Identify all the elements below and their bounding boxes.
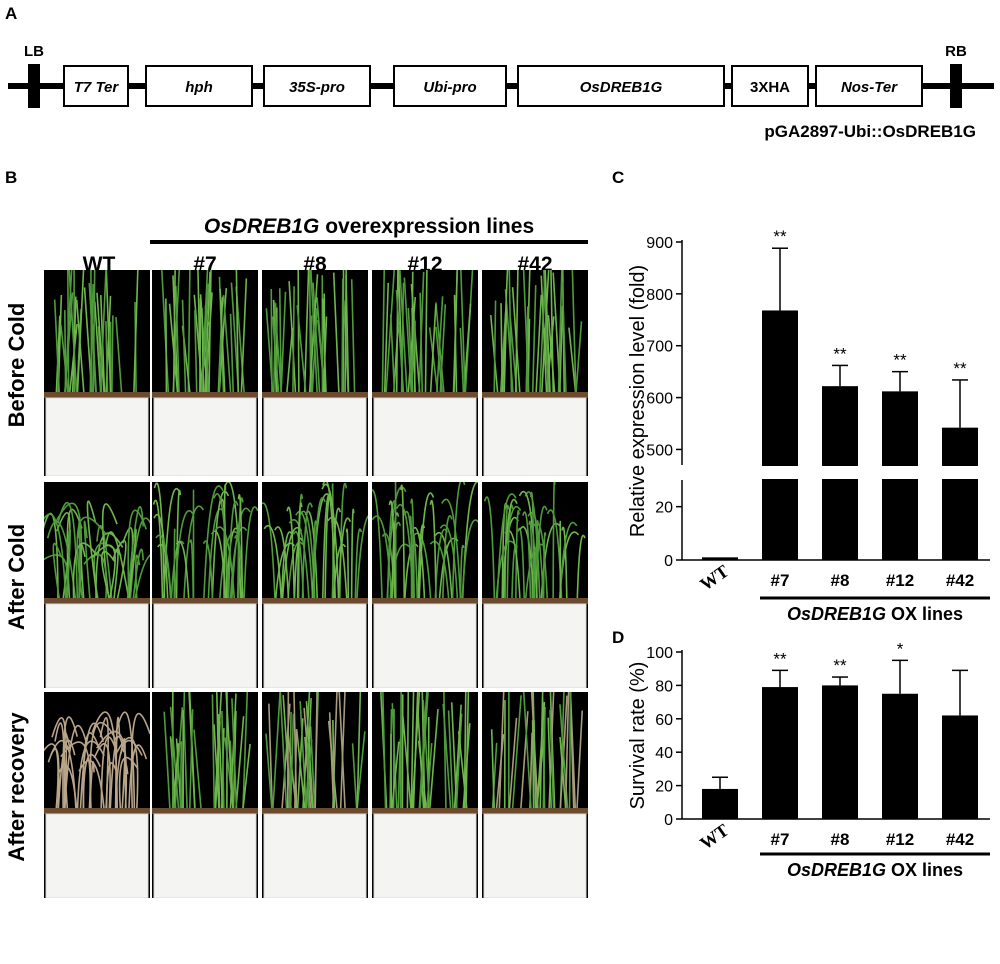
group-title-text: overexpression lines [319, 215, 535, 238]
tick-label-12: #12 [886, 830, 914, 849]
panel-label-c: C [612, 168, 625, 187]
expression-chart: Relative expression level (fold)500 600 70… [627, 227, 1000, 624]
construct-box-3xha [731, 65, 809, 107]
bar-WT [702, 557, 738, 560]
construct-label-t7-ter: T7 Ter [74, 79, 120, 96]
construct-box-35s-pro [263, 65, 371, 107]
lb-border-block [28, 64, 40, 108]
plant-photo-after-recovery-8 [262, 692, 368, 898]
significance-12: * [897, 639, 904, 658]
ytick-label-d-0: 0 [664, 812, 673, 829]
bar-42 [942, 715, 978, 819]
lb-label: LB [24, 43, 44, 60]
plant-photo-before-cold-wt [44, 270, 150, 476]
group-underline [150, 240, 588, 244]
panel-label-d: D [612, 628, 625, 647]
construct-label-nos-ter: Nos-Ter [841, 79, 898, 96]
panel-label-b: B [5, 168, 18, 187]
c-axis-break-gap [683, 466, 1000, 479]
group-title-gene: OsDREB1G [203, 215, 320, 238]
row-head-after-recovery: After recovery [4, 712, 29, 862]
ytick-label-c-20: 20 [655, 500, 673, 517]
tick-label-WT: WT [696, 820, 732, 854]
ytick-label-c-700: 700 [646, 339, 673, 356]
tick-label-42: #42 [946, 830, 974, 849]
ytick-label-c-800: 800 [646, 287, 673, 304]
construct-box-ubi-pro [393, 65, 507, 107]
bar-7 [762, 687, 798, 819]
tick-label-WT: WT [696, 561, 732, 595]
ytick-label-c-900: 900 [646, 235, 673, 252]
d-y-axis-label: Survival rate (%) [627, 662, 649, 810]
tick-label-7: #7 [771, 571, 790, 590]
bar-12 [882, 693, 918, 819]
plant-photo-before-cold-42 [482, 270, 588, 476]
plant-photo-after-cold-wt [44, 482, 150, 688]
tick-label-8: #8 [831, 830, 850, 849]
ytick-label-d-80: 80 [655, 678, 673, 695]
bar-42 [942, 427, 978, 560]
rb-label: RB [945, 43, 967, 60]
plant-photo-before-cold-7 [152, 270, 258, 476]
significance-8: ** [833, 656, 847, 675]
construct-box-osdreb1g [517, 65, 725, 107]
plant-photo-after-recovery-7 [152, 692, 258, 898]
plant-photo-after-cold-42 [482, 482, 588, 688]
plant-photo-before-cold-12 [372, 270, 478, 476]
tick-label-8: #8 [831, 571, 850, 590]
significance-7: ** [773, 227, 787, 246]
significance-8: ** [833, 344, 847, 363]
construct-box-nos-ter [815, 65, 923, 107]
plant-photo-after-cold-7 [152, 482, 258, 688]
bar-8 [822, 685, 858, 819]
significance-7: ** [773, 649, 787, 668]
ytick-label-d-20: 20 [655, 779, 673, 796]
significance-12: ** [893, 351, 907, 370]
ytick-label-c-500: 500 [646, 442, 673, 459]
construct-label-ubi-pro: Ubi-pro [423, 79, 476, 96]
ytick-label-d-60: 60 [655, 712, 673, 729]
survival-chart: Survival rate (%) 0 20 40 60 80 100 WT ** #7 ** #8 *… [627, 639, 990, 880]
construct-label-osdreb1g: OsDREB1G [580, 79, 663, 96]
vector-name: pGA2897-Ubi::OsDREB1G [764, 122, 976, 141]
significance-42: ** [953, 359, 967, 378]
construct-box-t7-ter [63, 65, 129, 107]
tick-label-12: #12 [886, 571, 914, 590]
ytick-label-d-40: 40 [655, 745, 673, 762]
plant-photo-after-recovery-wt [44, 692, 150, 898]
rb-border-block [950, 64, 962, 108]
plant-photo-after-cold-12 [372, 482, 478, 688]
plant-photo-after-cold-8 [262, 482, 368, 688]
plant-photo-after-recovery-12 [372, 692, 478, 898]
row-head-after-cold: After Cold [4, 523, 29, 631]
construct-label-3xha: 3XHA [750, 79, 790, 96]
photo-panel: OsDREB1G overexpression lines WT #7 #8 #… [0, 170, 600, 964]
construct-label-35s-pro: 35S-pro [289, 79, 345, 96]
c-y-axis-label: Relative expression level (fold) [627, 265, 649, 537]
row-head-before-cold: Before Cold [4, 302, 29, 428]
c-group-label: OsDREB1G OX lines [787, 604, 963, 624]
panel-label-a: A [5, 4, 18, 23]
plant-photo-before-cold-8 [262, 270, 368, 476]
ytick-label-c-0: 0 [664, 553, 673, 570]
tick-label-7: #7 [771, 830, 790, 849]
construct-box-hph [145, 65, 253, 107]
bar-WT [702, 788, 738, 819]
construct-label-hph: hph [185, 79, 213, 96]
ytick-label-d-100: 100 [646, 645, 673, 662]
group-title: OsDREB1G overexpression lines [150, 215, 588, 239]
plant-photo-after-recovery-42 [482, 692, 588, 898]
ytick-label-c-600: 600 [646, 391, 673, 408]
d-group-label: OsDREB1G OX lines [787, 860, 963, 880]
tick-label-42: #42 [946, 571, 974, 590]
construct-map: LB RB T7 Ter hph 35S-pro Ubi-pro OsDREB1G 3XH… [8, 43, 994, 141]
bar-7 [762, 310, 798, 560]
